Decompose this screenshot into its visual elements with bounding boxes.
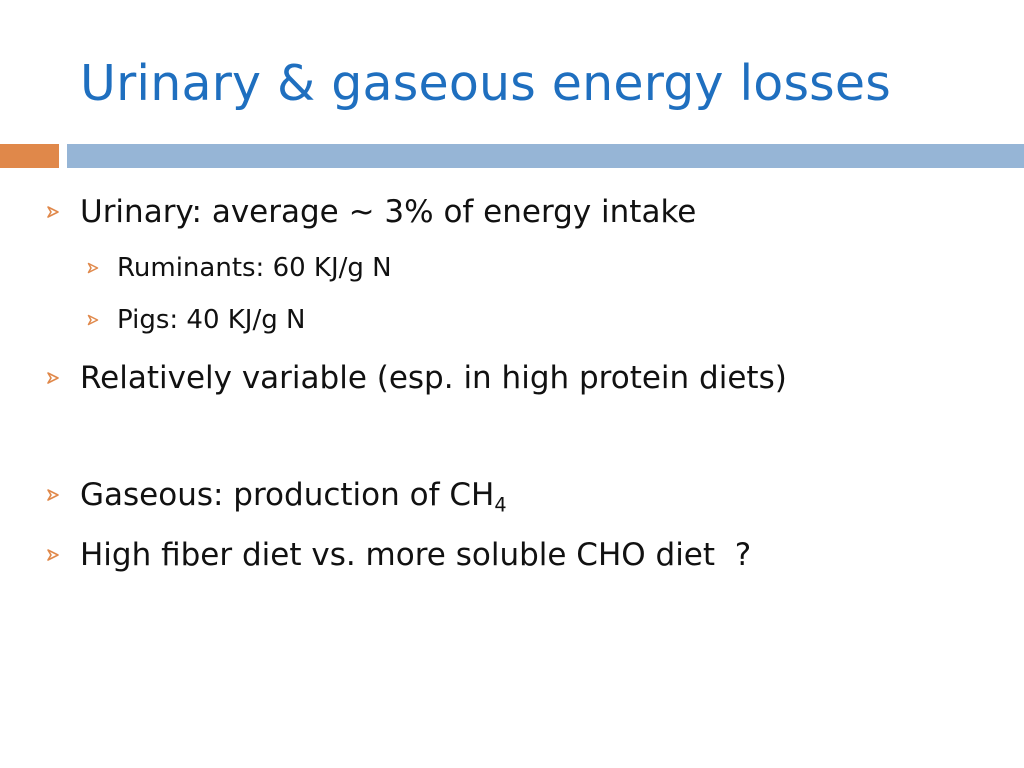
subbullet-ruminants: Ruminants: 60 KJ/g N: [87, 251, 392, 285]
arrowhead-bullet-icon: [87, 251, 99, 285]
subbullet-ruminants-text: Ruminants: 60 KJ/g N: [117, 253, 392, 283]
bullet-fiber: High fiber diet vs. more soluble CHO die…: [47, 535, 752, 575]
bullet-gaseous-text: Gaseous: production of CH: [80, 477, 495, 513]
bullet-variable-text: Relatively variable (esp. in high protei…: [80, 360, 787, 396]
arrowhead-bullet-icon: [46, 475, 60, 515]
subbullet-pigs: Pigs: 40 KJ/g N: [87, 303, 306, 337]
subbullet-pigs-text: Pigs: 40 KJ/g N: [117, 305, 306, 335]
methane-subscript: 4: [494, 493, 507, 517]
bullet-fiber-text: High fiber diet vs. more soluble CHO die…: [80, 537, 752, 573]
slide-title: Urinary & gaseous energy losses: [80, 55, 891, 112]
bullet-gaseous: Gaseous: production of CH4: [47, 475, 507, 517]
bullet-variable: Relatively variable (esp. in high protei…: [47, 358, 787, 398]
bullet-urinary-text: Urinary: average ~ 3% of energy intake: [80, 194, 697, 230]
bullet-urinary: Urinary: average ~ 3% of energy intake: [47, 192, 697, 232]
arrowhead-bullet-icon: [46, 192, 60, 232]
title-accent-bar-orange: [0, 144, 59, 168]
arrowhead-bullet-icon: [87, 303, 99, 337]
title-accent-bar-blue: [67, 144, 1024, 168]
arrowhead-bullet-icon: [46, 358, 60, 398]
arrowhead-bullet-icon: [46, 535, 60, 575]
